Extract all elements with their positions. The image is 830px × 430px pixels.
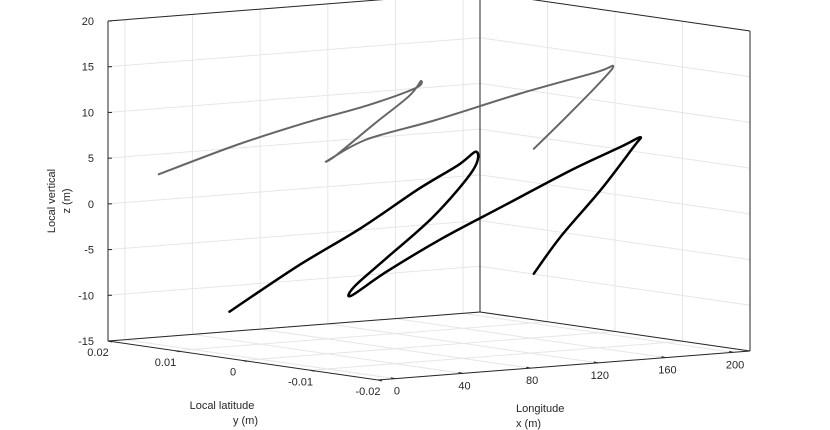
x-tick-mark <box>593 361 598 364</box>
z-gridline-back <box>107 82 481 113</box>
z-gridline-back <box>107 220 481 251</box>
series-group <box>157 64 643 313</box>
z-gridline-side <box>479 265 751 306</box>
y-tick-label: -0.02 <box>355 386 380 398</box>
series-line-1 <box>157 64 615 176</box>
z-gridline-side <box>479 174 751 215</box>
y-tick-label: 0.02 <box>87 347 108 359</box>
x-axis-label-line2: x (m) <box>516 418 541 430</box>
z-tick-label: 0 <box>88 199 94 211</box>
z-tick-label: -10 <box>78 290 94 302</box>
z-axis-label-line2: z (m) <box>61 188 73 213</box>
y-tick-mark <box>377 379 383 382</box>
x-tick-label: 40 <box>458 380 470 392</box>
z-gridline-back <box>107 128 481 159</box>
y-tick-mark <box>242 360 248 362</box>
x-tick-label: 200 <box>726 359 744 371</box>
top-back-edge <box>107 0 384 22</box>
x-tick-label: 120 <box>591 370 609 382</box>
y-tick-mark <box>175 350 180 353</box>
x-tick-mark <box>728 350 734 353</box>
grid-lines <box>107 0 751 381</box>
x-tick-mark <box>526 366 531 369</box>
y-gridline-floor <box>242 331 616 361</box>
y-axis-label-line2: y (m) <box>233 415 258 427</box>
floor-side-edge <box>479 311 751 352</box>
z-tick-label: -5 <box>84 245 94 257</box>
z-tick-label: 15 <box>82 62 94 74</box>
y-tick-label: 0 <box>230 367 236 379</box>
z-gridline-back <box>107 174 481 205</box>
y-tick-mark <box>310 369 315 372</box>
z-gridline-side <box>479 37 751 78</box>
x-tick-mark <box>458 371 463 374</box>
z-gridline-back <box>107 37 481 68</box>
y-axis-label-line1: Local latitude <box>190 400 255 412</box>
y-gridline-floor <box>310 340 683 371</box>
z-gridline-back <box>107 265 481 296</box>
x-tick-mark <box>661 356 666 359</box>
z-tick-label: -15 <box>78 336 94 348</box>
x-axis-line <box>377 350 751 381</box>
y-tick-label: -0.01 <box>288 376 313 388</box>
x-tick-label: 80 <box>526 375 538 387</box>
tick-labels: 0 40 80 120 160 2000.020.010-0.01-0.02-15-10-… <box>78 16 744 398</box>
top-side-edge <box>531 0 751 32</box>
y-gridline-floor <box>175 321 548 352</box>
z-tick-label: 5 <box>88 153 94 165</box>
series-line-0 <box>228 136 643 313</box>
floor-back-edge <box>107 311 481 342</box>
z-tick-label: 10 <box>82 107 94 119</box>
z-gridline-side <box>479 220 751 261</box>
x-tick-mark <box>390 377 396 380</box>
y-tick-label: 0.01 <box>155 357 176 369</box>
z-gridline-side <box>479 82 751 123</box>
z-tick-label: 20 <box>82 16 94 28</box>
x-tick-label: 0 <box>394 386 400 398</box>
x-axis-label-line1: Longitude <box>516 403 564 415</box>
z-gridline-back <box>107 0 384 22</box>
x-tick-label: 160 <box>658 365 676 377</box>
axes-box <box>107 0 751 382</box>
z-axis-label-line1: Local vertical <box>46 169 58 233</box>
